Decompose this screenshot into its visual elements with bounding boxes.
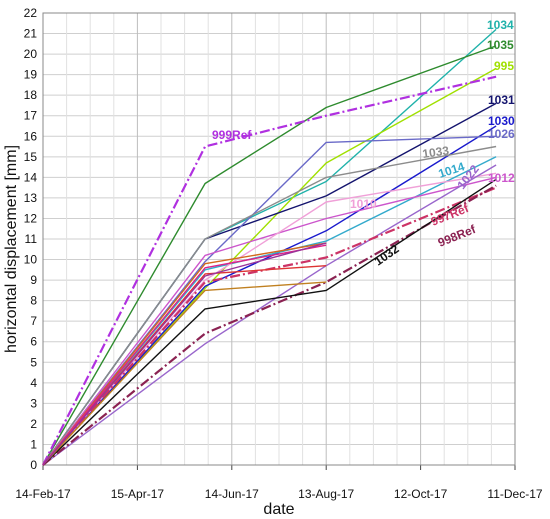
series-line-1033 bbox=[42, 145, 497, 466]
series-line-995 bbox=[42, 67, 497, 466]
series-label-998Ref: 998Ref bbox=[436, 222, 479, 250]
y-tick-label: 10 bbox=[24, 253, 38, 267]
y-tick-label: 15 bbox=[24, 150, 38, 164]
series-label-1034: 1034 bbox=[487, 18, 514, 32]
series-line-1032 bbox=[42, 178, 497, 466]
series-line-1030 bbox=[42, 125, 497, 466]
y-tick-label: 8 bbox=[30, 294, 37, 308]
y-tick-label: 11 bbox=[25, 232, 38, 246]
series-line-997Ref bbox=[42, 186, 497, 466]
y-tick-label: 19 bbox=[24, 68, 38, 82]
series-line-unlabeled-15 bbox=[42, 281, 327, 466]
y-tick-label: 9 bbox=[30, 273, 37, 287]
series-line-998Ref bbox=[42, 184, 497, 466]
series-label-1026: 1026 bbox=[488, 127, 515, 141]
y-tick-label: 16 bbox=[24, 129, 38, 143]
series-label-1033: 1033 bbox=[421, 143, 450, 161]
series-layer bbox=[42, 28, 497, 466]
x-tick-label: 15-Apr-17 bbox=[111, 487, 165, 501]
y-tick-label: 12 bbox=[24, 211, 38, 225]
series-label-995: 995 bbox=[494, 59, 514, 73]
series-line-unlabeled-16 bbox=[42, 242, 327, 466]
y-tick-label: 1 bbox=[30, 437, 37, 451]
series-line-1012 bbox=[42, 176, 497, 466]
y-tick-label: 6 bbox=[30, 335, 37, 349]
y-tick-label: 14 bbox=[24, 170, 38, 184]
y-axis-title: horizontal displacement [mm] bbox=[3, 145, 20, 353]
x-tick-label: 14-Jun-17 bbox=[205, 487, 259, 501]
series-label-1035: 1035 bbox=[487, 38, 514, 52]
y-tick-label: 22 bbox=[24, 6, 38, 20]
x-tick-label: 14-Feb-17 bbox=[15, 487, 71, 501]
series-label-1010: 1010 bbox=[350, 197, 377, 211]
y-tick-label: 0 bbox=[30, 458, 37, 472]
x-tick-label: 11-Dec-17 bbox=[487, 487, 542, 501]
plot-frame bbox=[42, 12, 516, 466]
y-tick-label: 17 bbox=[24, 109, 38, 123]
series-label-1030: 1030 bbox=[488, 114, 515, 128]
series-label-999Ref: 999Ref bbox=[212, 128, 252, 142]
y-tick-label: 3 bbox=[30, 396, 37, 410]
y-tick-label: 2 bbox=[30, 417, 37, 431]
y-tick-label: 21 bbox=[24, 27, 38, 41]
series-line-999Ref bbox=[42, 75, 497, 466]
x-tick-label: 12-Oct-17 bbox=[394, 487, 448, 501]
y-tick-label: 4 bbox=[30, 376, 37, 390]
series-line-unlabeled-19 bbox=[42, 242, 327, 466]
series-label-1031: 1031 bbox=[488, 93, 515, 107]
y-tick-label: 18 bbox=[24, 88, 38, 102]
y-tick-label: 20 bbox=[24, 47, 38, 61]
series-line-1010 bbox=[42, 172, 497, 466]
series-line-unlabeled-18 bbox=[42, 244, 327, 466]
chart-axes: 01234567891011121314151617181920212214-F… bbox=[15, 6, 543, 501]
x-tick-label: 13-Aug-17 bbox=[298, 487, 354, 501]
series-label-1012: 1012 bbox=[488, 171, 515, 185]
series-line-1022 bbox=[42, 164, 497, 466]
series-line-1035 bbox=[42, 45, 497, 466]
y-tick-label: 5 bbox=[30, 355, 37, 369]
x-axis-title: date bbox=[263, 501, 294, 518]
series-line-1014 bbox=[42, 156, 497, 466]
y-tick-label: 7 bbox=[30, 314, 37, 328]
y-tick-label: 13 bbox=[24, 191, 38, 205]
